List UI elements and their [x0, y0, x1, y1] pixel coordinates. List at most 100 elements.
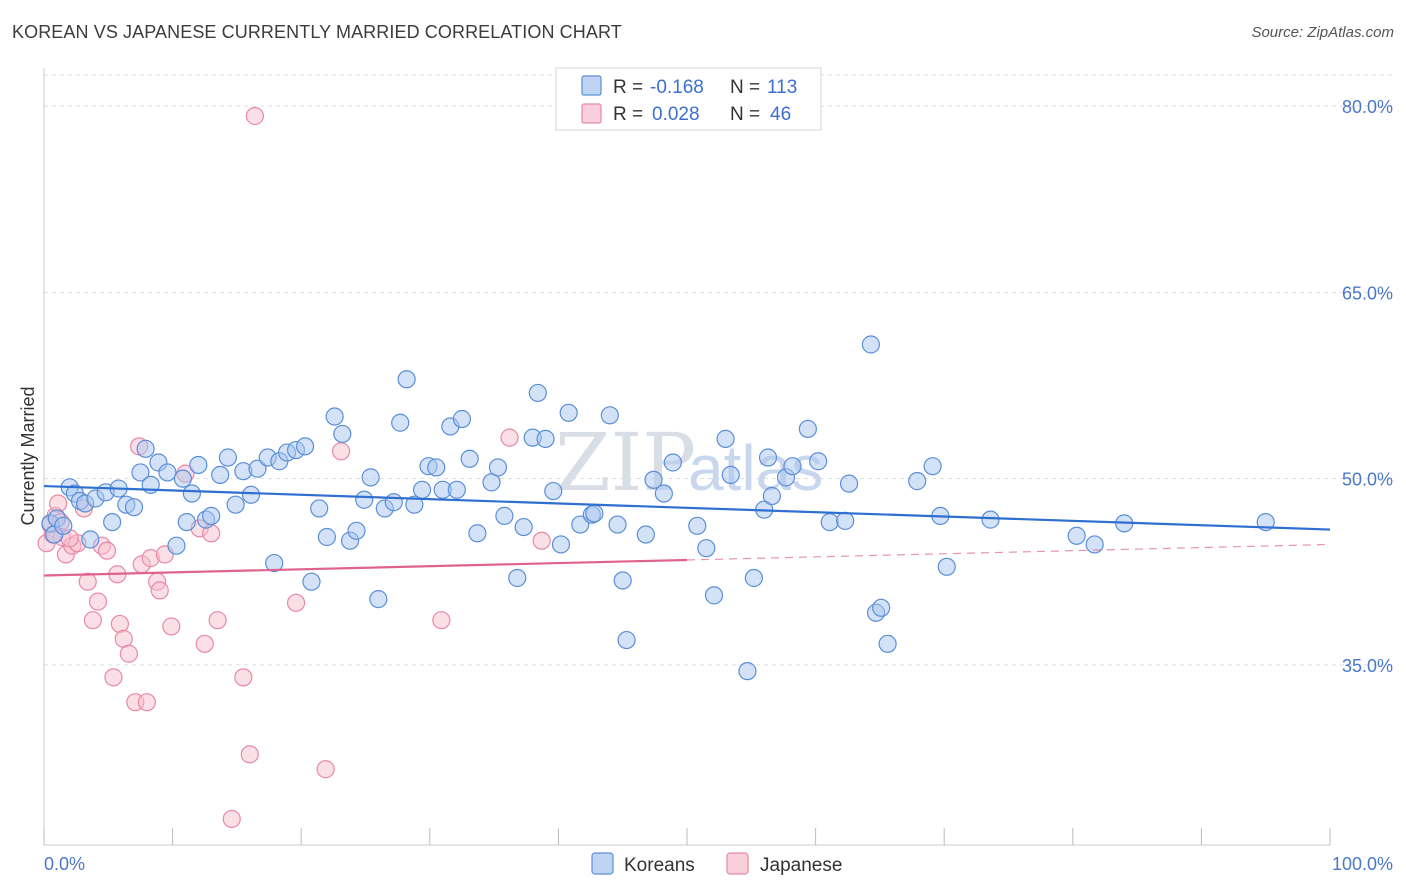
korean-point-56 [427, 458, 446, 477]
korean-point-90 [738, 662, 757, 681]
y-tick-label-50: 50.0% [1342, 470, 1393, 490]
korean-point-96 [783, 457, 802, 476]
korean-point-76 [585, 504, 604, 523]
japanese-point-30 [195, 634, 214, 653]
korean-point-27 [211, 465, 230, 485]
korean-point-40 [310, 499, 329, 518]
korean-point-102 [861, 335, 880, 354]
japanese-point-14 [104, 668, 123, 687]
korean-point-71 [544, 481, 563, 501]
korean-point-21 [173, 469, 192, 488]
korean-point-78 [608, 515, 627, 534]
korean-point-53 [405, 495, 424, 514]
korean-point-110 [981, 510, 1000, 529]
korean-point-11 [103, 512, 122, 532]
korean-point-15 [131, 463, 150, 482]
korean-point-39 [302, 572, 321, 591]
korean-point-94 [758, 448, 778, 467]
japanese-point-38 [316, 760, 335, 779]
japanese-r-label: R = [613, 104, 643, 125]
korean-point-48 [369, 589, 388, 609]
korean-point-70 [536, 429, 555, 448]
korean-r-label: R = [613, 77, 643, 98]
japanese-legend-swatch [581, 103, 602, 124]
korean-point-16 [136, 439, 155, 458]
japanese-point-9 [78, 572, 97, 591]
y-tick-labels: 35.0% 50.0% 65.0% 80.0% [1342, 97, 1393, 676]
japanese-point-34 [234, 668, 253, 687]
y-tick-label-35: 35.0% [1342, 656, 1393, 676]
korean-point-77 [600, 406, 619, 425]
korean-trend-line [43, 484, 1331, 531]
korean-point-67 [514, 517, 533, 537]
japanese-trend-line-extension [686, 543, 1331, 561]
korean-point-65 [495, 506, 514, 525]
japanese-legend-swatch-bottom [726, 852, 749, 875]
japanese-point-10 [83, 611, 102, 630]
korean-point-111 [1067, 526, 1086, 545]
japanese-point-13 [97, 541, 117, 560]
korean-point-46 [355, 490, 374, 509]
korean-point-52 [397, 370, 416, 389]
korean-point-20 [167, 536, 186, 555]
korean-point-43 [333, 424, 352, 444]
chart-title: KOREAN VS JAPANESE CURRENTLY MARRIED COR… [12, 22, 622, 42]
korean-point-3 [54, 516, 73, 535]
y-axis-label: Currently Married [18, 386, 38, 525]
korean-point-59 [447, 480, 466, 499]
japanese-point-32 [208, 611, 227, 630]
korean-point-41 [317, 527, 337, 547]
x-tick-label-min: 0.0% [44, 854, 85, 874]
japanese-series [37, 106, 551, 829]
korean-point-97 [798, 419, 817, 439]
watermark: ZIP atlas [555, 416, 823, 509]
korean-point-86 [697, 539, 716, 558]
japanese-point-42 [532, 531, 551, 550]
korean-point-64 [488, 458, 508, 477]
korean-point-88 [716, 429, 735, 448]
japanese-point-25 [150, 581, 169, 600]
korean-point-93 [762, 486, 781, 506]
korean-point-45 [347, 521, 366, 540]
korean-r-value: -0.168 [650, 77, 704, 98]
source-credit: Source: ZipAtlas.com [1251, 24, 1394, 41]
korean-point-107 [923, 457, 942, 476]
y-tick-label-65: 65.0% [1342, 283, 1393, 303]
japanese-point-33 [222, 809, 241, 829]
japanese-r-value: 0.028 [652, 104, 700, 125]
korean-point-79 [613, 571, 632, 590]
korean-point-19 [158, 463, 177, 482]
korean-legend-swatch [581, 75, 602, 96]
korean-point-91 [744, 568, 763, 588]
japanese-point-37 [286, 593, 306, 612]
korean-n-label: N = [730, 77, 760, 98]
korean-point-82 [644, 470, 663, 489]
japanese-point-18 [119, 644, 138, 663]
trend-lines [43, 484, 1331, 577]
y-tick-label-80: 80.0% [1342, 97, 1393, 117]
korean-point-99 [820, 512, 839, 532]
japanese-point-16 [110, 614, 129, 634]
x-tick-label-max: 100.0% [1332, 854, 1393, 874]
korean-point-87 [704, 586, 724, 605]
korean-point-54 [412, 480, 432, 499]
korean-point-69 [528, 383, 547, 403]
korean-point-32 [248, 459, 267, 478]
watermark-atlas: atlas [688, 432, 823, 504]
japanese-point-35 [240, 745, 259, 764]
korean-point-73 [559, 403, 578, 422]
korean-point-104 [872, 598, 891, 617]
japanese-n-label: N = [730, 104, 760, 125]
korean-point-85 [688, 516, 707, 535]
series-legend: Koreans Japanese [591, 852, 842, 876]
korean-point-112 [1085, 535, 1104, 554]
korean-point-109 [937, 557, 956, 576]
korean-point-14 [124, 498, 144, 517]
korean-point-24 [189, 455, 208, 475]
korean-point-38 [295, 437, 315, 456]
japanese-legend-label: Japanese [760, 855, 842, 876]
korean-point-8 [81, 530, 100, 549]
korean-point-84 [663, 453, 682, 472]
korean-point-74 [571, 515, 590, 534]
japanese-point-40 [432, 611, 451, 630]
